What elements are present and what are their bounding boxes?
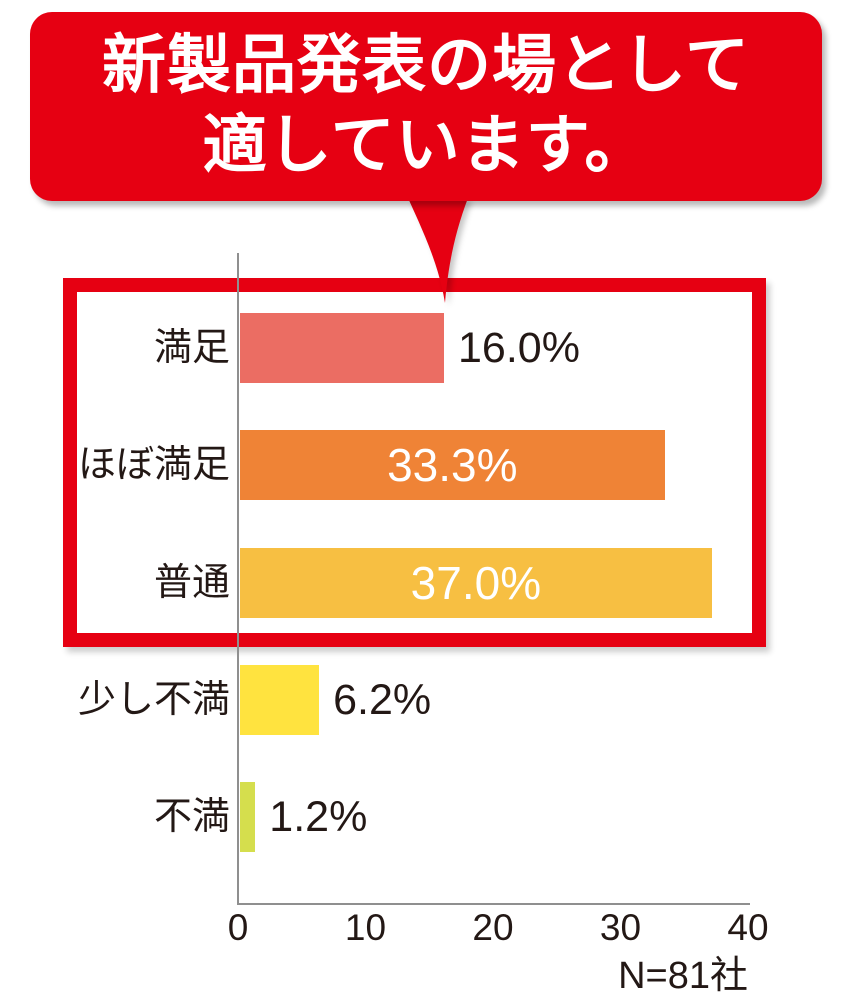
bar-satisfied [240,313,444,383]
category-label-satisfied: 満足 [153,327,230,369]
value-label-slightly-dissatisfied: 6.2% [333,676,432,724]
bar-mostly-satisfied [240,430,665,500]
bar-row-mostly-satisfied: ほぼ満足 33.3% [0,430,845,500]
y-axis-line [237,253,239,905]
callout-bubble: 新製品発表の場として 適しています。 [30,12,822,201]
bar-row-dissatisfied: 不満 1.2% [0,782,845,852]
callout-pointer-icon [408,198,468,303]
x-tick-40: 40 [727,907,769,948]
category-label-slightly-dissatisfied: 少し不満 [77,679,230,721]
callout-line2: 適しています。 [202,109,650,181]
x-tick-0: 0 [227,907,249,948]
callout-text: 新製品発表の場として 適しています。 [30,25,822,185]
bar-neutral [240,548,712,618]
bar-row-slightly-dissatisfied: 少し不満 6.2% [0,665,845,735]
callout-line1: 新製品発表の場として [101,29,751,101]
value-label-neutral: 37.0% [410,557,542,609]
bar-row-satisfied: 満足 16.0% [0,313,845,383]
category-label-mostly-satisfied: ほぼ満足 [77,444,230,486]
bar-row-neutral: 普通 37.0% [0,548,845,618]
bar-slightly-dissatisfied [240,665,319,735]
bar-dissatisfied [240,782,256,852]
callout-pointer-shape [408,198,468,303]
x-tick-30: 30 [599,907,642,948]
sample-size-note: N=81社 [618,955,748,997]
x-tick-20: 20 [472,907,514,948]
category-label-dissatisfied: 不満 [153,796,230,838]
x-axis-line [237,903,750,905]
category-label-neutral: 普通 [153,562,230,604]
x-tick-10: 10 [344,907,387,948]
value-label-dissatisfied: 1.2% [269,793,368,841]
value-label-satisfied: 16.0% [458,324,580,372]
value-label-mostly-satisfied: 33.3% [387,439,518,491]
